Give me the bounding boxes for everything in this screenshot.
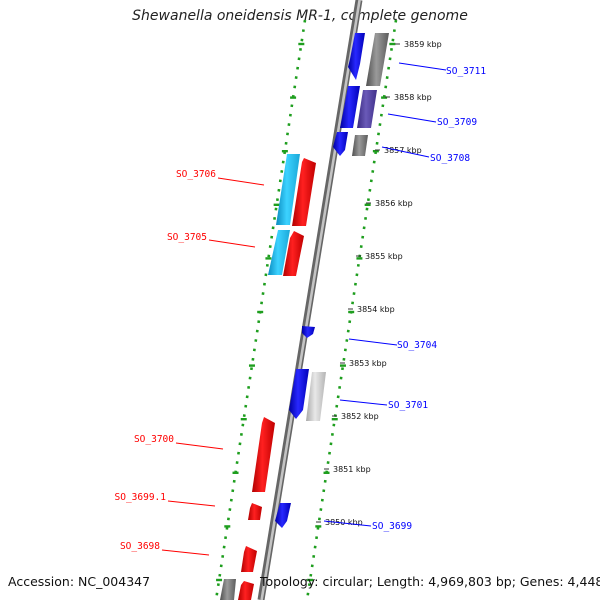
kbp-label: 3859 kbp	[404, 40, 442, 49]
kbp-label: 3851 kbp	[333, 465, 371, 474]
kbp-label: 3857 kbp	[384, 146, 422, 155]
gene-leader-line	[175, 442, 224, 450]
accession-text: Accession: NC_004347	[8, 574, 151, 589]
gene-box-purple[interactable]	[357, 90, 377, 128]
gene-box-lightgrey[interactable]	[306, 372, 326, 421]
gene-arrow-so3704[interactable]	[302, 326, 315, 338]
gene-label[interactable]: SO_3705	[167, 232, 207, 243]
gene-leader-line	[217, 177, 265, 186]
gene-leader-line	[323, 520, 372, 527]
gene-label[interactable]: SO_3704	[397, 340, 437, 351]
genome-axis	[257, 0, 363, 600]
gene-label[interactable]: SO_3709	[437, 117, 477, 128]
gene-leader-line	[348, 338, 398, 346]
gene-cyan-bottom[interactable]	[268, 230, 290, 275]
gene-box-grey-top[interactable]	[366, 33, 389, 86]
gene-leader-line	[387, 113, 437, 123]
gene-leader-line	[167, 500, 216, 507]
gene-features	[220, 33, 389, 600]
gene-red-bottom[interactable]	[238, 581, 254, 600]
gene-arrow-so3700[interactable]	[252, 417, 275, 492]
gene-label[interactable]: SO_3700	[134, 434, 174, 445]
gene-arrow-so3706[interactable]	[292, 158, 316, 226]
topology-text: Topology: circular; Length: 4,969,803 bp…	[260, 574, 600, 589]
gene-box-grey-bottom[interactable]	[220, 579, 236, 600]
gene-arrow-so3701[interactable]	[289, 369, 309, 419]
gene-leader-line	[208, 239, 256, 248]
gene-labels: SO_3711 SO_3709 SO_3708 SO_3706 SO_3705 SO_37…	[115, 62, 486, 556]
kbp-label: 3856 kbp	[375, 199, 413, 208]
kbp-label: 3854 kbp	[357, 305, 395, 314]
kbp-scale: 3859 kbp 3858 kbp 3857 kbp 3856 kbp 3855 kbp…	[316, 40, 442, 527]
gene-label[interactable]: SO_3699.1	[115, 492, 167, 503]
gene-arrow-so3708[interactable]	[333, 132, 348, 156]
kbp-label: 3850 kbp	[325, 518, 363, 527]
gene-label[interactable]: SO_3699	[372, 521, 412, 532]
diagram-title: Shewanella oneidensis MR-1, complete gen…	[132, 8, 468, 24]
gene-arrow-so3699[interactable]	[275, 503, 291, 528]
gene-arrow-so3711[interactable]	[348, 33, 365, 80]
gene-label[interactable]: SO_3698	[120, 541, 160, 552]
gene-label[interactable]: SO_3711	[446, 66, 486, 77]
kbp-label: 3855 kbp	[365, 252, 403, 261]
gene-label[interactable]: SO_3701	[388, 400, 428, 411]
gene-arrow-so3709[interactable]	[340, 86, 360, 128]
gene-label[interactable]: SO_3706	[176, 169, 216, 180]
gene-leader-line	[398, 62, 447, 71]
gene-leader-line	[339, 399, 388, 406]
gene-box-grey-small[interactable]	[352, 135, 368, 156]
kbp-label: 3853 kbp	[349, 359, 387, 368]
gene-label[interactable]: SO_3708	[430, 153, 470, 164]
gene-arrow-so3698[interactable]	[241, 546, 257, 572]
kbp-label: 3852 kbp	[341, 412, 379, 421]
gene-leader-line	[161, 549, 210, 556]
gene-cyan-top[interactable]	[276, 154, 300, 225]
kbp-label: 3858 kbp	[394, 93, 432, 102]
gene-leader-line	[381, 146, 430, 158]
track-ticks	[216, 42, 396, 582]
gene-arrow-so3705[interactable]	[283, 231, 304, 276]
gene-arrow-so3699-1[interactable]	[248, 503, 262, 520]
